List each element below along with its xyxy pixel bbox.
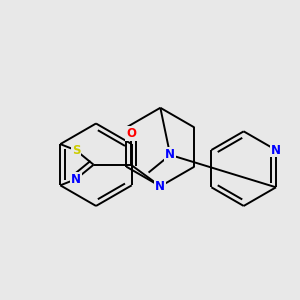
Text: N: N (71, 173, 81, 186)
Text: N: N (271, 143, 281, 157)
Text: S: S (72, 144, 80, 157)
Text: N: N (155, 180, 165, 193)
Text: N: N (165, 148, 175, 161)
Text: O: O (126, 127, 136, 140)
